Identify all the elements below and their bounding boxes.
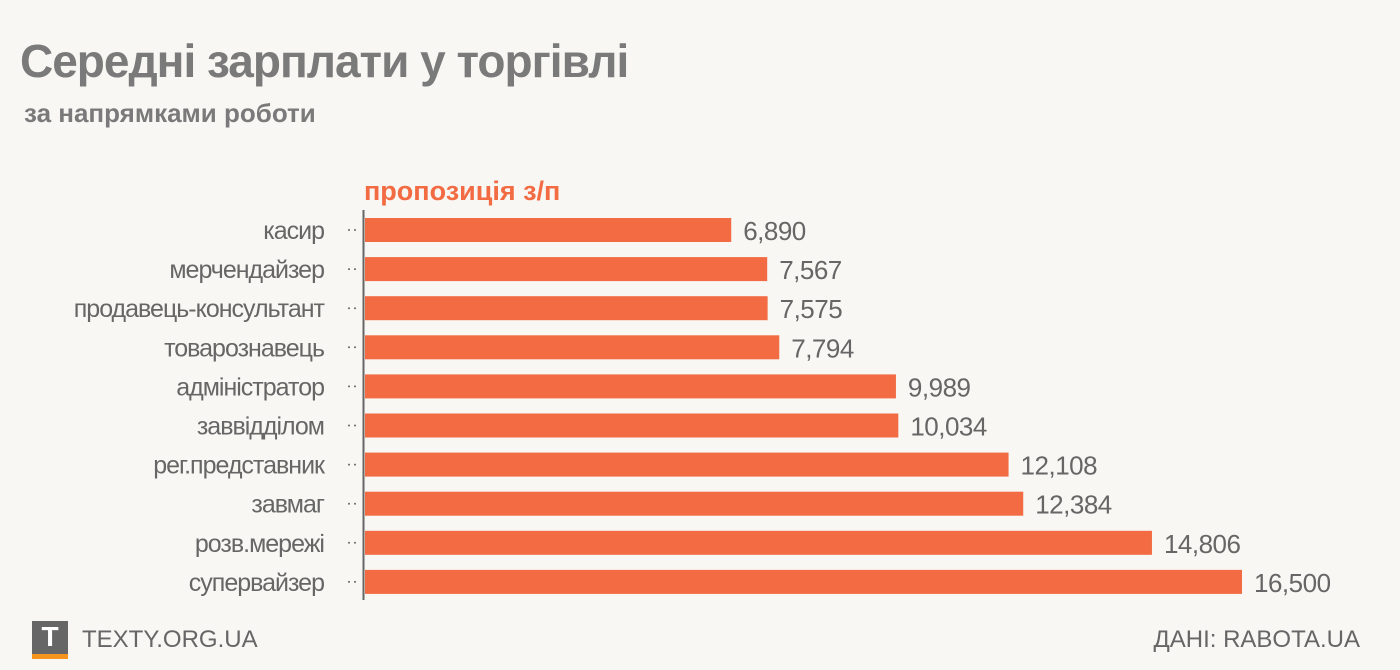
value-label: 12,108 [1021,451,1098,481]
category-label: адміністратор [176,373,324,401]
category-label: мерчендайзер [169,256,324,284]
tick-dot [348,502,350,505]
value-label: 9,989 [908,372,971,402]
tick-dot [348,307,350,310]
chart-subtitle: за напрямками роботи [24,98,316,128]
bar [365,491,1024,516]
category-label: розв.мережі [195,530,324,558]
tick-dot [354,229,356,231]
data-source: ДАНІ: RABOTA.UA [1153,626,1360,653]
tick-dot [354,268,356,271]
tick-dot [348,463,350,466]
value-label: 6,890 [743,216,806,246]
bar [365,296,768,321]
tick-dot [354,502,356,505]
chart-title: Середні зарплати у торгівлі [20,35,629,87]
value-label: 10,034 [910,412,987,442]
value-label: 14,806 [1164,529,1241,559]
tick-dot [348,229,350,231]
bar [365,569,1242,594]
category-label: завмаг [251,491,324,519]
category-label: рег.представник [153,452,326,480]
category-label: продавець-консультант [74,295,326,323]
tick-dot [354,463,356,466]
value-label: 7,575 [780,294,843,324]
tick-dot [354,385,356,388]
bar [365,335,780,360]
site-name: TEXTY.ORG.UA [82,626,258,653]
value-label: 16,500 [1254,568,1331,598]
category-label: касир [263,217,324,245]
tick-dot [348,580,350,583]
tick-dot [348,541,350,544]
bar [365,257,768,282]
bar [365,413,899,438]
bar [365,452,1009,477]
series-label: пропозиція з/п [364,176,561,206]
tick-dot [354,580,356,583]
tick-dot [354,307,356,310]
category-label: заввідділом [197,413,324,441]
tick-dot [348,424,350,427]
bar [365,530,1152,555]
tick-dot [354,424,356,427]
category-label: товарознавець [164,334,324,362]
value-label: 7,567 [779,255,842,285]
bar [365,374,896,399]
tick-dot [354,541,356,544]
footer-brand: T TEXTY.ORG.UA [32,621,258,659]
tick-dot [348,268,350,271]
tick-dot [354,346,356,349]
value-label: 7,794 [791,333,854,363]
texty-logo-icon: T [32,621,68,659]
value-label: 12,384 [1035,490,1112,520]
category-label: супервайзер [189,569,324,597]
bar [365,218,732,242]
tick-dot [348,346,350,349]
tick-dot [348,385,350,388]
